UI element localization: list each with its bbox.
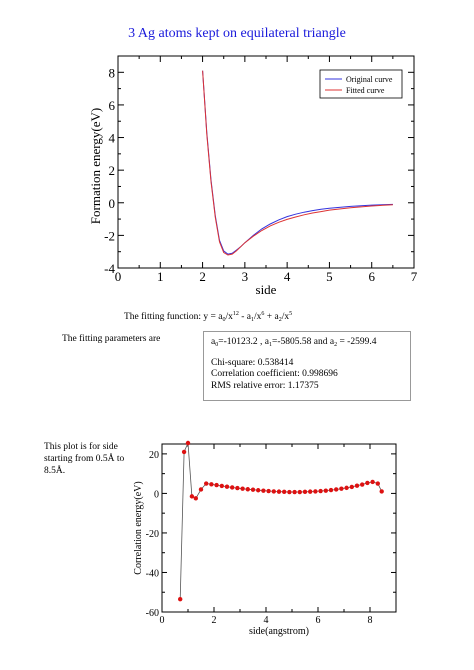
data-point (250, 487, 256, 492)
x-tick-label: 4 (264, 615, 269, 626)
y-tick-label: -4 (104, 261, 115, 276)
data-point (240, 486, 245, 491)
data-point (204, 481, 209, 486)
data-point (370, 479, 375, 485)
fitting-parameters-box: a0=-10123.2 , a1=-5805.58 and a2 = -2599… (203, 331, 411, 401)
data-point (297, 489, 302, 495)
rms-relative-error: RMS relative error: 1.17375 (211, 380, 319, 391)
data-point (308, 489, 313, 494)
data-point (256, 488, 261, 493)
data-point (318, 488, 323, 494)
x-tick-label: 2 (199, 269, 206, 284)
data-point (261, 488, 266, 493)
data-point (379, 489, 384, 494)
data-point (193, 496, 198, 501)
data-point (375, 481, 380, 486)
x-tick-label: 3 (242, 269, 249, 284)
formation-energy-chart: 0 1 2 3 4 5 6 7 -4 -2 0 2 4 6 8 side Formation energy(eV… (88, 55, 418, 297)
fitting-function: The fitting function: y = a0/x12 - a1/x6… (124, 311, 293, 323)
data-point (344, 485, 349, 491)
data-point (245, 487, 250, 492)
chi-square: Chi-square: 0.538414 (211, 357, 294, 368)
data-point (209, 482, 214, 487)
data-point (360, 482, 365, 487)
y-tick-label: 0 (109, 196, 116, 211)
y-tick-label: -40 (146, 568, 159, 579)
data-point (354, 483, 360, 488)
x-tick-label: 6 (368, 269, 375, 284)
data-point (266, 488, 271, 494)
data-point (328, 487, 334, 493)
data-point (323, 488, 328, 493)
y-tick-label: -20 (146, 529, 159, 540)
y-axis-label: Correlation energy(eV) (133, 481, 144, 574)
y-tick-label: 8 (109, 65, 116, 80)
x-tick-label: 1 (157, 269, 164, 284)
y-tick-label: 2 (109, 163, 116, 178)
data-point (292, 489, 297, 495)
data-point (219, 483, 224, 489)
data-point (198, 487, 204, 492)
x-tick-label: 4 (284, 269, 291, 284)
fitting-parameters-label: The fitting parameters are (62, 334, 161, 344)
x-tick-label: 2 (212, 615, 217, 626)
data-point (235, 485, 240, 491)
plot-frame (161, 443, 397, 613)
legend-entry: Original curve (346, 75, 393, 84)
data-point (224, 484, 230, 489)
data-point (178, 596, 183, 602)
x-axis-label: side (256, 282, 277, 297)
legend-box (319, 69, 403, 99)
x-tick-label: 0 (115, 269, 122, 284)
data-point (349, 484, 354, 490)
x-tick-label: 8 (368, 615, 373, 626)
series-line (179, 442, 383, 600)
y-tick-label: 4 (109, 131, 116, 146)
coefficients-line: a0=-10123.2 , a1=-5805.58 and a2 = -2599… (211, 337, 377, 348)
data-point (185, 440, 191, 446)
data-point (230, 485, 235, 490)
data-point (214, 482, 219, 488)
data-point (313, 489, 318, 494)
y-axis-label: Formation energy(eV) (88, 108, 103, 224)
x-tick-label: 5 (326, 269, 333, 284)
correlation-coefficient: Correlation coefficient: 0.998696 (211, 369, 338, 379)
data-point (287, 489, 292, 495)
data-point (365, 480, 370, 486)
y-tick-label: -60 (146, 608, 159, 619)
data-point (181, 449, 187, 455)
data-point (282, 489, 287, 495)
x-tick-label: 0 (160, 615, 165, 626)
data-point (339, 486, 344, 491)
x-tick-label: 7 (411, 269, 418, 284)
page-title: 3 Ag atoms kept on equilateral triangle (128, 26, 346, 41)
data-point (271, 489, 276, 494)
plot-range-note: This plot is for side starting from 0.5Å… (44, 442, 125, 476)
data-point (276, 489, 282, 494)
data-point (189, 494, 195, 499)
data-point (334, 487, 339, 492)
x-tick-label: 6 (316, 615, 321, 626)
x-axis-label: side(angstrom) (249, 626, 309, 637)
y-tick-label: 6 (109, 98, 116, 113)
series-line-fitted (202, 70, 393, 256)
y-tick-label: 0 (154, 489, 159, 500)
y-tick-label: 20 (149, 450, 159, 461)
data-point (302, 489, 308, 495)
y-tick-label: -2 (104, 228, 115, 243)
legend-entry: Fitted curve (346, 86, 385, 95)
